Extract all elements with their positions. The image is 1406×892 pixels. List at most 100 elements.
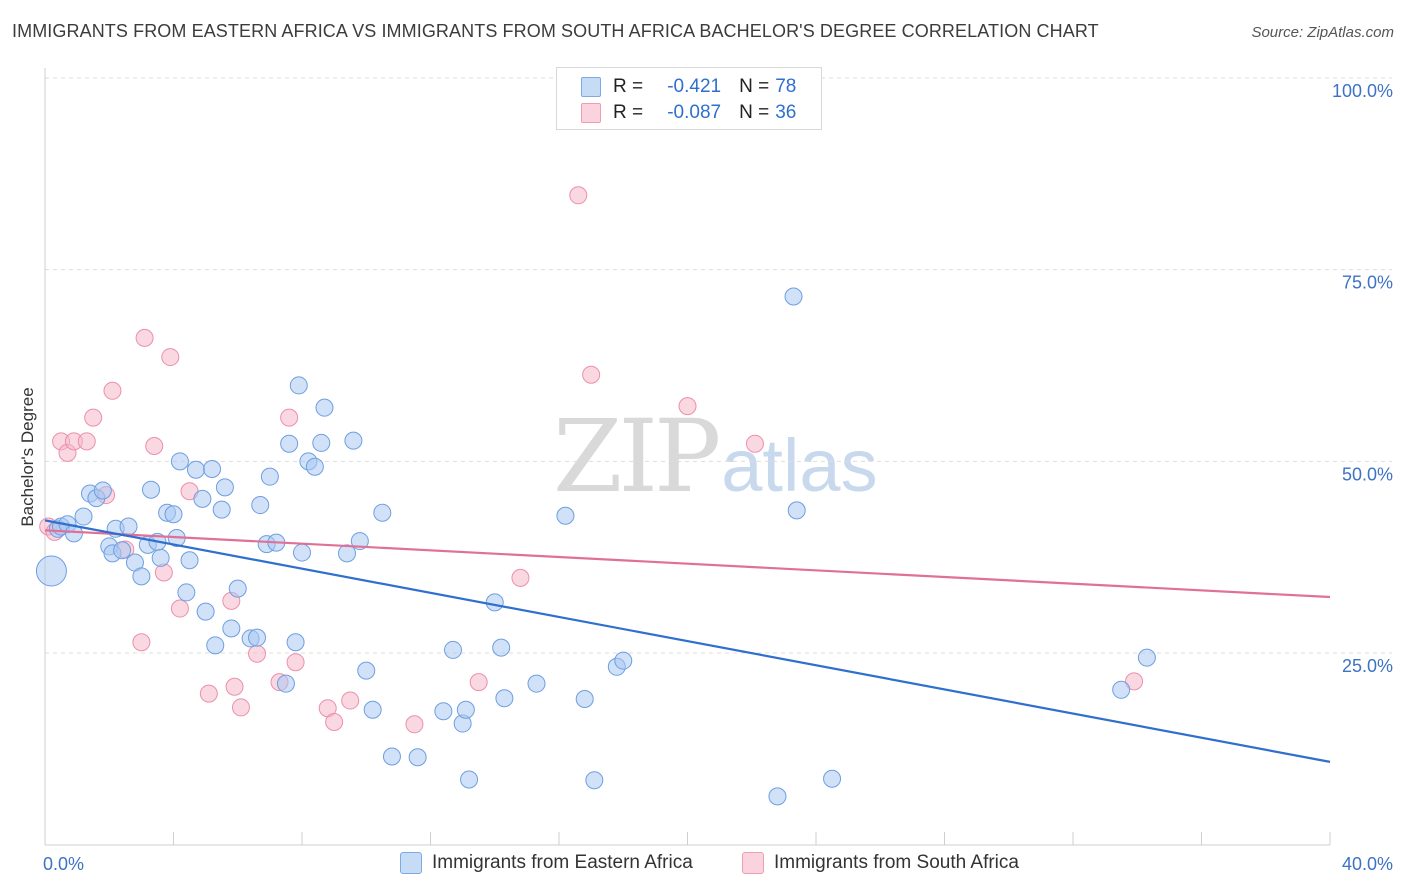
eastern-africa-point (312, 433, 331, 452)
eastern-africa-point (289, 376, 308, 395)
south-africa-point (1125, 672, 1144, 691)
eastern-africa-point (228, 579, 247, 598)
eastern-africa-point (357, 661, 376, 680)
eastern-africa-point (492, 638, 511, 657)
eastern-africa-point (113, 541, 132, 560)
y-tick-label: 25.0% (1342, 656, 1393, 676)
legend-item-eastern-africa[interactable]: Immigrants from Eastern Africa (400, 852, 693, 874)
eastern-africa-point (350, 532, 369, 551)
legend-label: Immigrants from South Africa (774, 852, 1019, 873)
eastern-africa-point (456, 700, 475, 719)
eastern-africa-point (434, 702, 453, 721)
stats-r-value: -0.087 (667, 102, 722, 123)
eastern-africa-point (206, 636, 225, 655)
y-tick-label: 50.0% (1342, 464, 1393, 484)
eastern-africa-point (35, 555, 67, 587)
south-africa-point (170, 599, 189, 618)
south-africa-point (225, 677, 244, 696)
eastern-africa-point (784, 287, 803, 306)
south-africa-trend-line (44, 529, 1331, 599)
y-tick-label: 100.0% (1332, 81, 1393, 101)
stats-n-label: N = (739, 102, 770, 123)
south-africa-point (231, 698, 250, 717)
eastern-africa-point (823, 769, 842, 788)
series-eastern-africa-points (35, 287, 1156, 806)
eastern-africa-point (93, 481, 112, 500)
eastern-africa-point (164, 505, 183, 524)
eastern-africa-point (193, 489, 212, 508)
south-africa-point (77, 432, 96, 451)
south-africa-point (286, 653, 305, 672)
eastern-africa-point (495, 689, 514, 708)
eastern-africa-point (614, 651, 633, 670)
eastern-africa-point (315, 398, 334, 417)
eastern-africa-point (276, 674, 295, 693)
eastern-africa-point (280, 434, 299, 453)
eastern-africa-trend-line (44, 519, 1331, 763)
eastern-africa-point (1112, 680, 1131, 699)
eastern-africa-point (408, 748, 427, 767)
stats-r-label: R = (613, 76, 644, 97)
eastern-africa-point (556, 506, 575, 525)
eastern-africa-point (305, 457, 324, 476)
eastern-africa-point (212, 500, 231, 519)
south-africa-point (582, 365, 601, 384)
south-africa-point (511, 568, 530, 587)
gridlines (45, 77, 1392, 654)
eastern-africa-point (186, 460, 205, 479)
south-africa-point (145, 437, 164, 455)
eastern-africa-point (373, 503, 392, 522)
eastern-africa-point (260, 467, 279, 486)
south-africa-point (84, 408, 103, 427)
stats-n-value: 78 (775, 76, 797, 97)
eastern-africa-point (151, 548, 170, 567)
watermark-atlas: atlas (721, 424, 878, 507)
eastern-africa-point (363, 700, 382, 719)
eastern-africa-point (177, 583, 196, 602)
stats-r-label: R = (613, 102, 644, 123)
eastern-africa-point (1137, 648, 1156, 667)
eastern-africa-point (485, 593, 504, 612)
axes (44, 68, 1331, 846)
south-africa-point (199, 684, 218, 703)
eastern-africa-point (248, 628, 267, 647)
eastern-africa-point (460, 770, 479, 789)
eastern-africa-point (74, 507, 93, 526)
y-tick-label: 75.0% (1342, 273, 1393, 293)
south-africa-point (132, 633, 151, 652)
legend: Immigrants from Eastern Africa Immigrant… (0, 852, 1406, 878)
south-africa-point (469, 673, 488, 692)
stats-row-eastern-africa: R = -0.421 N = 78 (581, 75, 796, 99)
eastern-africa-point (787, 501, 806, 520)
legend-item-south-africa[interactable]: Immigrants from South Africa (742, 852, 1019, 874)
eastern-africa-point (180, 551, 199, 570)
eastern-africa-point (251, 496, 270, 515)
south-africa-point (248, 644, 267, 663)
south-africa-point (325, 713, 344, 731)
y-axis-label: Bachelor's Degree (18, 387, 37, 527)
tick-labels: 25.0% 50.0% 75.0% 100.0% 0.0% 40.0% (43, 81, 1393, 874)
legend-swatch-pink (742, 852, 764, 874)
south-africa-point (678, 397, 697, 416)
south-africa-point (103, 381, 122, 400)
stats-n-value: 36 (775, 102, 797, 123)
south-africa-point (280, 408, 299, 427)
eastern-africa-point (443, 640, 462, 659)
eastern-africa-point (170, 452, 189, 471)
eastern-africa-point (142, 480, 161, 499)
eastern-africa-point (344, 431, 363, 450)
eastern-africa-point (527, 674, 546, 693)
trend-lines (44, 519, 1331, 763)
eastern-africa-point (575, 690, 594, 708)
series-south-africa-points (39, 186, 1144, 734)
stats-n-label: N = (739, 76, 770, 97)
legend-swatch-blue (400, 852, 422, 874)
south-africa-point (745, 434, 764, 453)
eastern-africa-point (293, 543, 311, 562)
eastern-africa-point (119, 517, 138, 536)
stats-swatch-pink (581, 103, 601, 123)
stats-r-value: -0.421 (667, 76, 722, 97)
eastern-africa-point (222, 619, 241, 638)
legend-label: Immigrants from Eastern Africa (432, 852, 693, 873)
